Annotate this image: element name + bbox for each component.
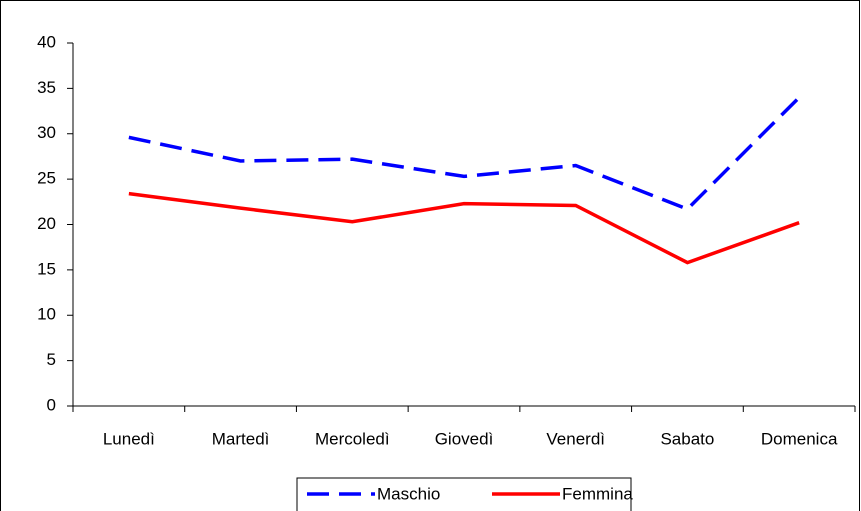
x-tick-label: Domenica: [761, 429, 838, 448]
line-series: [128, 191, 800, 265]
y-tick-label: 10: [37, 305, 56, 324]
x-tick-label: Giovedì: [435, 429, 494, 448]
x-tick-label: Lunedì: [103, 429, 155, 448]
x-tick-label: Sabato: [660, 429, 714, 448]
x-tick-label: Martedì: [212, 429, 270, 448]
y-tick-label: 15: [37, 259, 56, 278]
y-tick-label: 25: [37, 169, 56, 188]
legend-label: Maschio: [377, 484, 440, 503]
y-tick-label: 5: [47, 350, 56, 369]
y-tick-label: 0: [47, 395, 56, 414]
x-tick-label: Mercoledì: [315, 429, 390, 448]
y-tick-label: 20: [37, 214, 56, 233]
y-tick-label: 40: [37, 32, 56, 51]
legend-label: Femmina: [562, 484, 633, 503]
y-tick-label: 35: [37, 78, 56, 97]
line-series: [128, 96, 801, 212]
x-tick-label: Venerdì: [546, 429, 605, 448]
y-tick-label: 30: [37, 123, 56, 142]
